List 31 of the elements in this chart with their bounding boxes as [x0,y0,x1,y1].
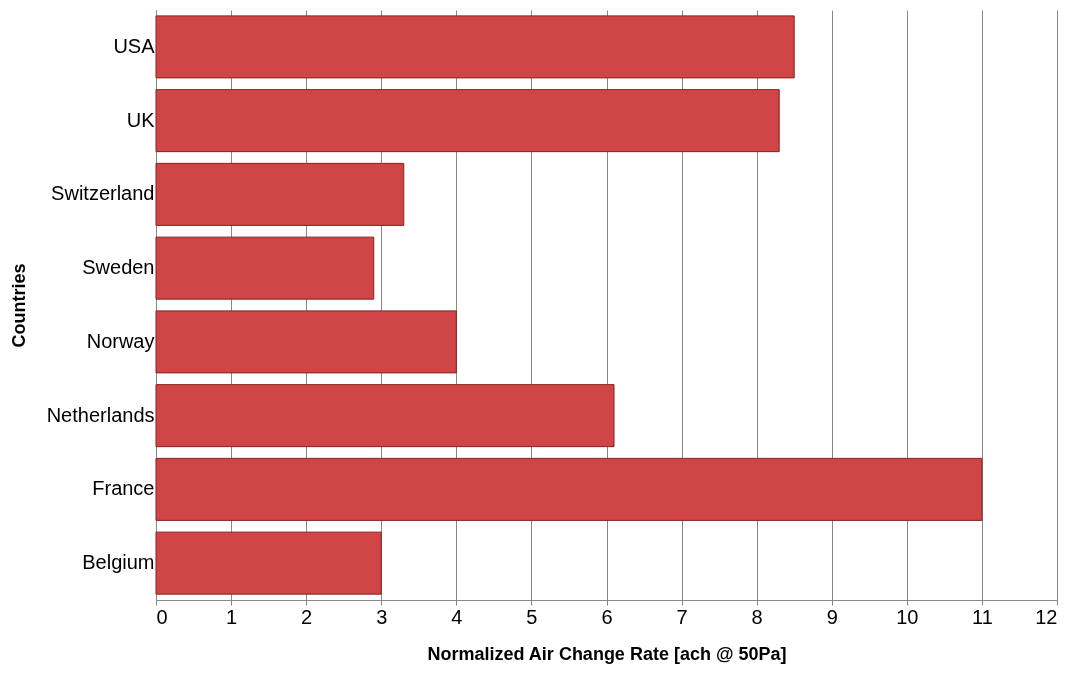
y-axis-title: Countries [8,263,29,348]
x-tick-label: 11 [972,605,993,628]
bar [155,310,457,374]
x-tick-label: 9 [826,605,838,628]
x-tick-label: 6 [601,605,613,628]
y-tick-label: Norway [86,329,155,352]
x-tick-label: 8 [751,605,763,628]
y-tick-label: USA [113,34,156,57]
x-tick-label: 10 [896,605,919,628]
x-tick-label: 3 [376,605,388,628]
x-axis-title: Normalized Air Change Rate [ach @ 50Pa] [427,643,787,664]
x-tick-label: 2 [301,605,313,628]
x-tick-label: 7 [676,605,688,628]
x-tick-label: 5 [526,605,538,628]
bar [155,89,780,153]
y-tick-label: Sweden [82,256,155,279]
x-tick-label: 0 [156,605,168,628]
x-tick-label: 1 [226,605,238,628]
bar [155,236,375,300]
bar [155,162,405,226]
y-tick-label: UK [126,108,156,131]
bar [155,531,382,595]
x-tick-label: 4 [451,605,463,628]
y-tick-label: Netherlands [46,403,155,426]
y-tick-label: Belgium [82,551,155,574]
y-tick-label: Switzerland [51,182,155,205]
y-tick-label: France [92,477,155,500]
bar [155,384,615,448]
x-tick-label: 12 [1035,605,1058,628]
bar [155,15,795,79]
bar [155,457,983,521]
